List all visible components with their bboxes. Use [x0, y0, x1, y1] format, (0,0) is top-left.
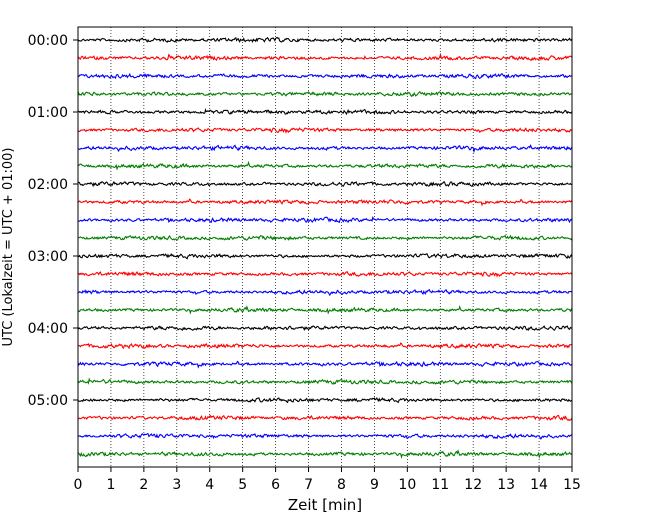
x-tick-label-13: 13 [497, 477, 515, 493]
x-axis-label: Zeit [min] [288, 496, 362, 514]
trace-line-23 [77, 449, 573, 460]
x-tick-label-6: 6 [271, 477, 280, 493]
x-tick-label-2: 2 [139, 477, 148, 493]
y-tick-label-0: 00:00 [28, 33, 68, 49]
trace-line-21 [77, 414, 573, 422]
x-tick-label-8: 8 [337, 477, 346, 493]
trace-line-3 [77, 90, 573, 98]
x-tick-label-11: 11 [431, 477, 449, 493]
x-tick-label-14: 14 [530, 477, 548, 493]
x-tick-label-3: 3 [172, 477, 181, 493]
trace-line-12 [77, 252, 573, 260]
trace-line-16 [77, 325, 573, 332]
y-tick-label-4: 04:00 [28, 321, 68, 337]
trace-line-11 [77, 234, 573, 241]
y-tick-label-5: 05:00 [28, 393, 68, 409]
x-tick-label-7: 7 [304, 477, 313, 493]
trace-line-18 [77, 360, 573, 369]
trace-line-20 [77, 397, 573, 404]
trace-line-5 [77, 127, 573, 134]
trace-line-8 [77, 180, 573, 188]
x-tick-label-1: 1 [106, 477, 115, 493]
trace-line-13 [77, 270, 573, 278]
trace-line-7 [77, 160, 573, 171]
trace-line-6 [77, 144, 573, 154]
y-tick-label-2: 02:00 [28, 177, 68, 193]
trace-line-15 [77, 305, 573, 315]
trace-line-2 [77, 72, 573, 80]
trace-line-14 [77, 288, 573, 297]
x-tick-label-5: 5 [238, 477, 247, 493]
trace-lines [77, 36, 573, 460]
x-tick-label-12: 12 [464, 477, 482, 493]
grid-lines [110, 27, 540, 467]
trace-line-17 [77, 342, 573, 350]
trace-line-0 [77, 36, 573, 44]
trace-line-9 [77, 198, 573, 207]
x-tick-label-9: 9 [370, 477, 379, 493]
trace-line-10 [77, 215, 573, 224]
x-tick-label-15: 15 [563, 477, 581, 493]
x-tick-label-10: 10 [398, 477, 416, 493]
trace-line-1 [77, 52, 573, 62]
y-axis-label: UTC (Lokalzeit = UTC + 01:00) [1, 148, 16, 347]
x-tick-label-4: 4 [205, 477, 214, 493]
y-axis-ticks: 00:00 01:00 02:00 03:00 04:00 05:00 [28, 33, 78, 409]
trace-line-19 [77, 377, 573, 385]
trace-line-4 [77, 108, 573, 116]
plot-frame [77, 26, 573, 468]
x-tick-label-0: 0 [74, 477, 83, 493]
y-tick-label-3: 03:00 [28, 249, 68, 265]
trace-line-22 [77, 432, 573, 441]
x-axis-ticks: 0 1 2 3 4 5 6 7 8 9 10 11 12 13 14 15 [74, 467, 581, 493]
y-tick-label-1: 01:00 [28, 105, 68, 121]
